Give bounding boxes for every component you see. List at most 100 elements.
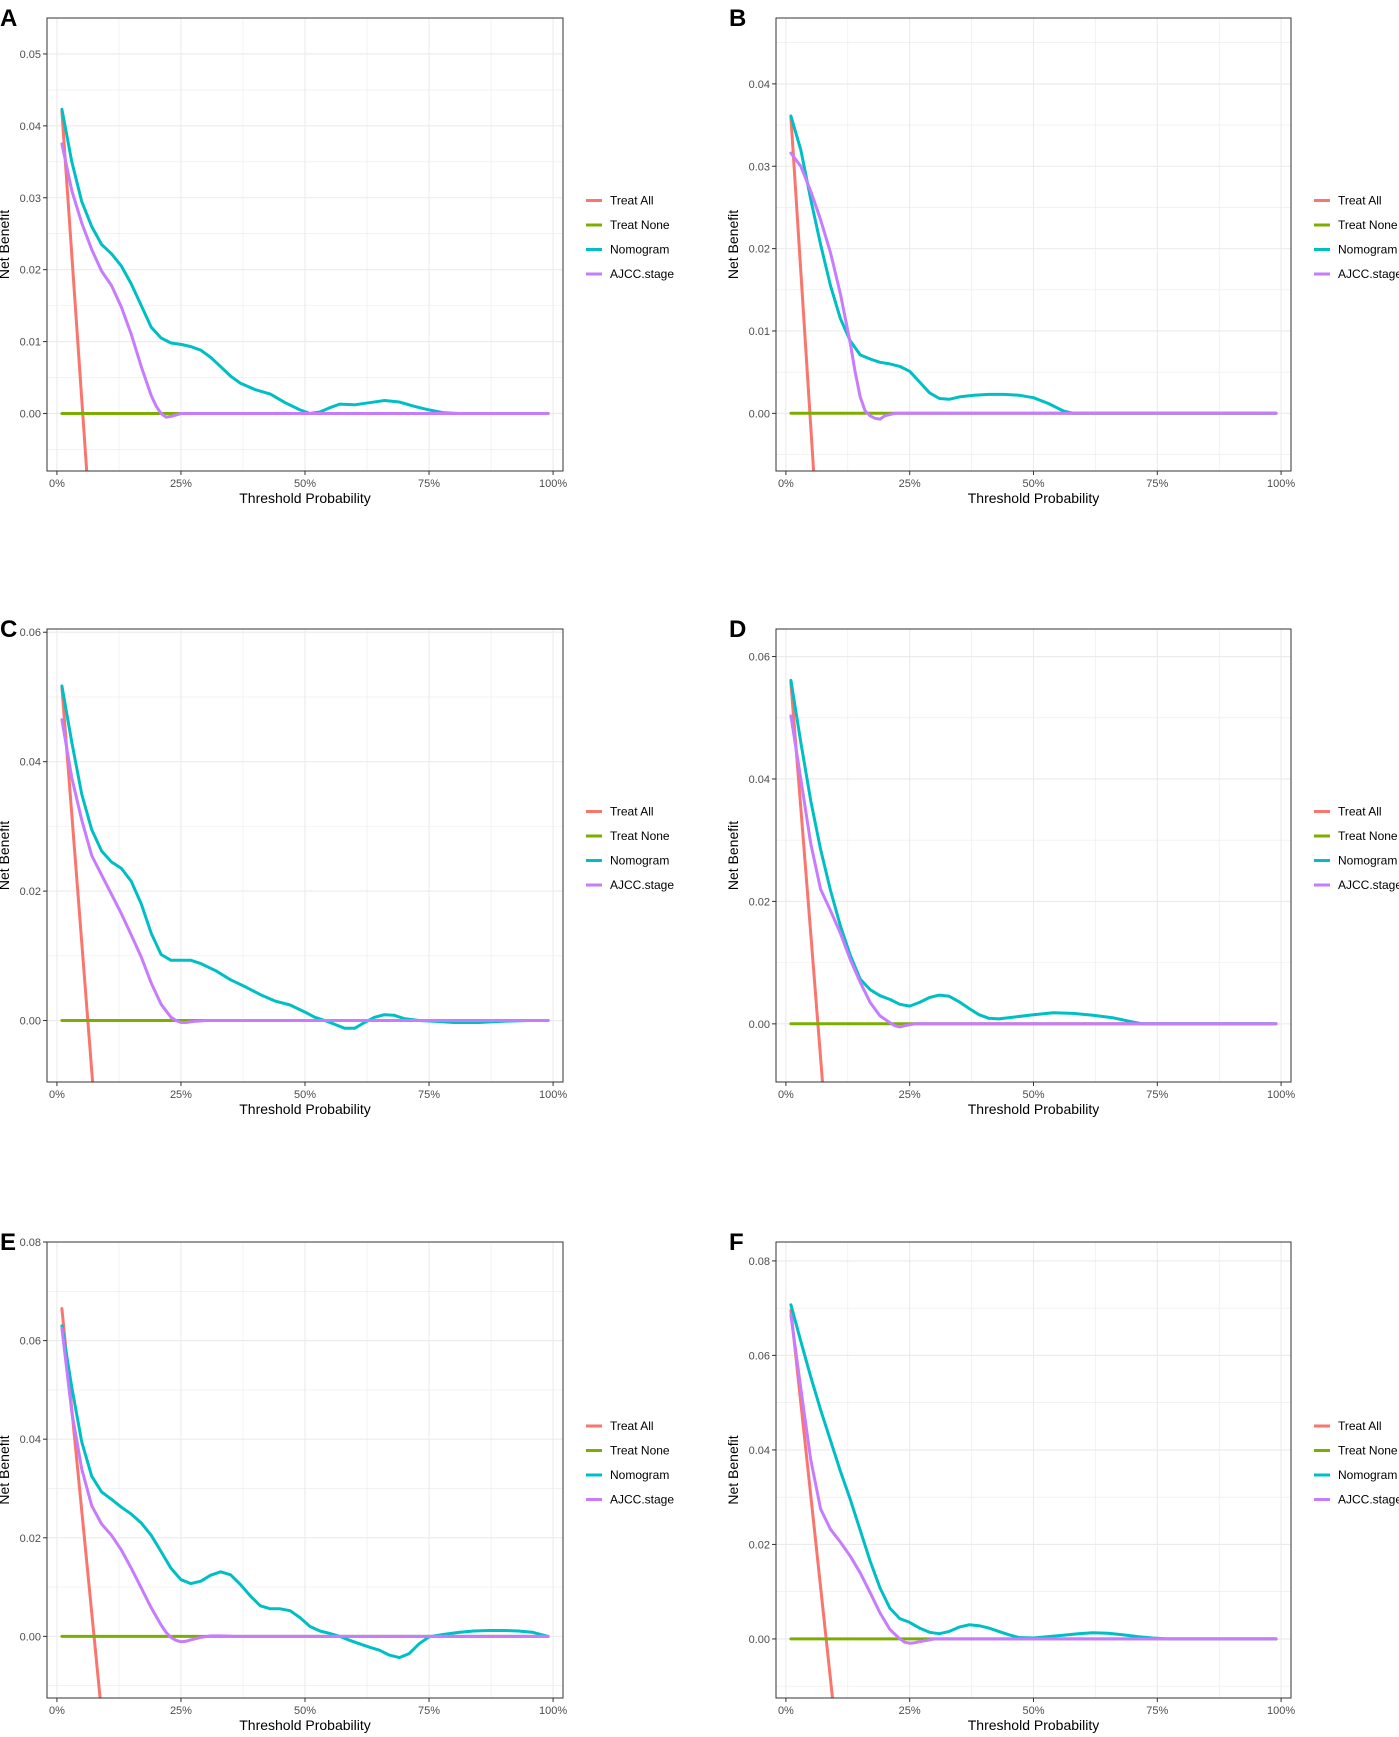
legend: Treat All Treat None Nomogram AJCC.stage	[586, 194, 674, 281]
legend-item-label: Treat None	[610, 218, 670, 232]
y-axis-title: Net Benefit	[0, 210, 12, 279]
legend-item-label: AJCC.stage	[1338, 1493, 1399, 1507]
series-line-ajcc-stage	[789, 714, 1278, 1029]
y-tick-label: 0.00	[749, 408, 770, 420]
x-tick-label: 75%	[418, 1705, 440, 1717]
panel-letter: B	[729, 5, 746, 32]
y-tick-label: 0.05	[20, 49, 41, 61]
series-line-ajcc-stage	[60, 142, 550, 419]
legend: Treat All Treat None Nomogram AJCC.stage	[586, 1419, 674, 1507]
y-tick-label: 0.02	[749, 244, 770, 256]
y-tick-label: 0.00	[20, 1016, 41, 1028]
y-tick-label: 0.02	[20, 265, 41, 277]
series-line-nomogram	[60, 107, 550, 415]
panel-e: E 0.00 0.02 0.04 0.06 0.08 0% 25% 50% 75% 100% Thre…	[0, 1229, 674, 1733]
x-tick-label: 100%	[539, 1705, 567, 1717]
y-tick-label: 0.01	[20, 337, 41, 349]
legend-item-label: Nomogram	[1338, 1468, 1397, 1482]
legend-item-label: Treat All	[1338, 1419, 1382, 1433]
x-tick-label: 100%	[1267, 1089, 1295, 1101]
x-tick-label: 50%	[294, 1705, 316, 1717]
x-tick-label: 25%	[899, 1705, 921, 1717]
y-tick-label: 0.04	[20, 121, 41, 133]
legend-item-label: Treat None	[610, 829, 670, 843]
y-tick-label: 0.01	[749, 326, 770, 338]
y-tick-label: 0.02	[20, 886, 41, 898]
legend-item-label: Treat All	[610, 1419, 654, 1433]
legend-item-label: Nomogram	[610, 243, 669, 257]
x-tick-label: 100%	[1267, 478, 1295, 490]
x-tick-label: 25%	[170, 1089, 192, 1101]
series-lines	[60, 684, 550, 1082]
x-tick-label: 0%	[49, 1705, 65, 1717]
series-lines	[60, 1307, 550, 1698]
x-tick-label: 0%	[778, 1089, 794, 1101]
x-tick-label: 25%	[170, 478, 192, 490]
y-tick-label: 0.03	[749, 161, 770, 173]
x-tick-label: 100%	[539, 1089, 567, 1101]
y-axis-title: Net Benefit	[0, 821, 12, 890]
series-lines	[789, 1303, 1278, 1698]
legend: Treat All Treat None Nomogram AJCC.stage	[1314, 194, 1399, 281]
y-tick-label: 0.04	[20, 1434, 41, 1446]
x-tick-label: 50%	[1022, 478, 1044, 490]
y-axis-title: Net Benefit	[725, 1435, 741, 1504]
panel-letter: A	[0, 5, 17, 32]
y-tick-label: 0.06	[20, 627, 41, 639]
y-tick-label: 0.00	[749, 1634, 770, 1646]
y-tick-label: 0.06	[749, 1350, 770, 1362]
series-line-ajcc-stage	[60, 718, 550, 1024]
x-tick-label: 0%	[778, 1705, 794, 1717]
legend: Treat All Treat None Nomogram AJCC.stage	[1314, 1419, 1399, 1507]
legend-item-label: AJCC.stage	[610, 878, 674, 892]
y-tick-label: 0.08	[749, 1256, 770, 1268]
legend-item-label: AJCC.stage	[1338, 267, 1399, 281]
panel-letter: C	[0, 616, 17, 643]
x-axis-title: Threshold Probability	[968, 490, 1100, 506]
series-line-nomogram	[789, 678, 1278, 1026]
y-tick-label: 0.04	[749, 774, 770, 786]
series-line-ajcc-stage	[789, 151, 1278, 421]
series-line-ajcc-stage	[789, 1313, 1278, 1645]
y-tick-label: 0.02	[749, 1539, 770, 1551]
panel-c: C 0.00 0.02 0.04 0.06 0% 25% 50% 75% 100% Threshol…	[0, 616, 674, 1117]
legend-item-label: AJCC.stage	[610, 1493, 674, 1507]
y-tick-label: 0.08	[20, 1237, 41, 1249]
y-tick-label: 0.00	[20, 408, 41, 420]
panel-letter: E	[0, 1229, 16, 1256]
x-tick-label: 25%	[899, 1089, 921, 1101]
legend: Treat All Treat None Nomogram AJCC.stage	[586, 805, 674, 892]
legend-item-label: Treat All	[1338, 194, 1382, 208]
x-axis-title: Threshold Probability	[239, 1101, 371, 1117]
x-tick-label: 25%	[899, 478, 921, 490]
y-axis-title: Net Benefit	[725, 210, 741, 279]
legend-item-label: Treat None	[1338, 829, 1398, 843]
legend-item-label: Treat All	[610, 805, 654, 819]
panel-f: F 0.00 0.02 0.04 0.06 0.08 0% 25% 50% 75% 100% Thre…	[725, 1229, 1399, 1733]
legend-item-label: Treat None	[1338, 1444, 1398, 1458]
y-tick-label: 0.02	[20, 1533, 41, 1545]
legend-item-label: Treat None	[1338, 218, 1398, 232]
legend-item-label: Treat All	[610, 194, 654, 208]
x-axis-title: Threshold Probability	[239, 1717, 371, 1733]
x-tick-label: 50%	[294, 1089, 316, 1101]
legend-item-label: Nomogram	[1338, 854, 1397, 868]
grid	[47, 18, 563, 471]
x-axis-title: Threshold Probability	[239, 490, 371, 506]
legend-item-label: AJCC.stage	[1338, 878, 1399, 892]
x-tick-label: 100%	[1267, 1705, 1295, 1717]
legend-item-label: AJCC.stage	[610, 267, 674, 281]
panel-a: A 0.00 0.01 0.02 0.03 0.04 0.05 0% 25% 50% 75% 100%…	[0, 5, 674, 506]
series-lines	[60, 107, 550, 471]
x-tick-label: 50%	[294, 478, 316, 490]
panel-letter: D	[729, 616, 746, 643]
y-tick-label: 0.06	[749, 652, 770, 664]
grid	[776, 629, 1291, 1082]
y-tick-label: 0.02	[749, 896, 770, 908]
y-axis-title: Net Benefit	[725, 821, 741, 890]
grid	[47, 1241, 563, 1698]
y-tick-label: 0.04	[20, 757, 41, 769]
x-tick-label: 0%	[49, 1089, 65, 1101]
y-tick-label: 0.04	[749, 1445, 770, 1457]
